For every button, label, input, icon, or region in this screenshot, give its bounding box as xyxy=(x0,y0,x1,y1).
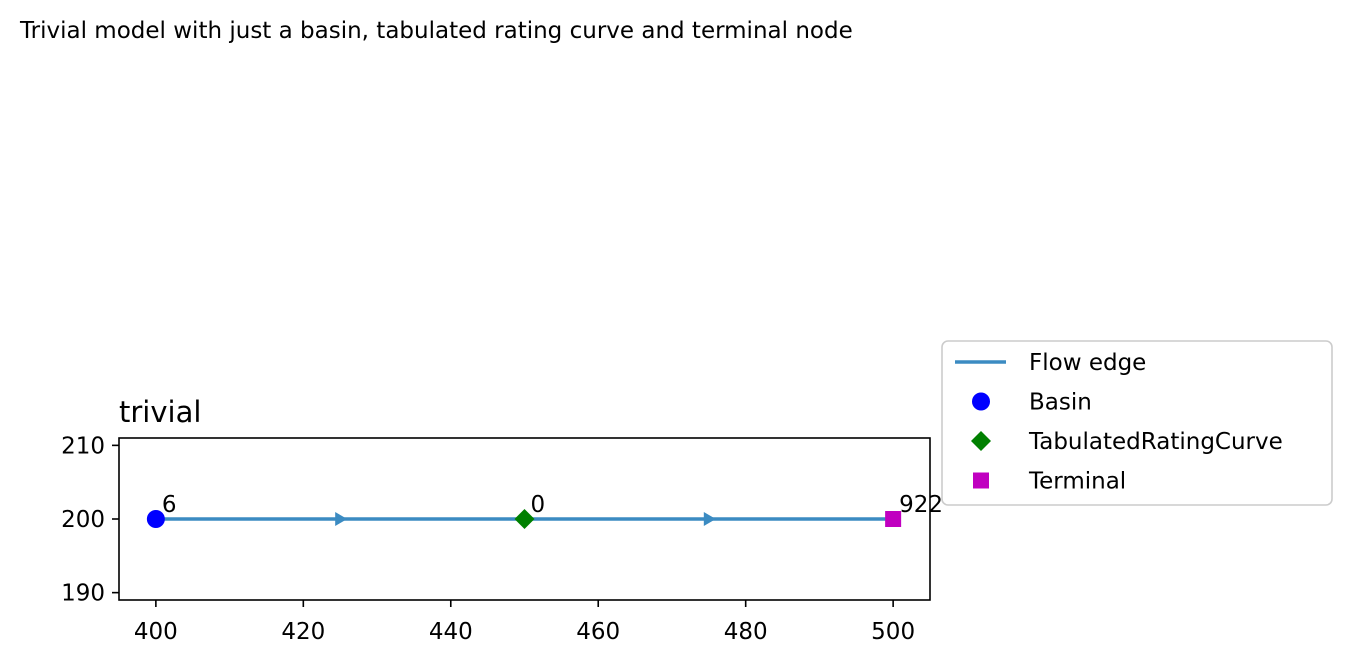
node-id-label: 922 xyxy=(899,492,943,518)
basin-node-marker xyxy=(146,510,165,528)
x-tick-label: 440 xyxy=(429,619,473,645)
legend-flow edge-label: Flow edge xyxy=(1029,350,1146,376)
x-tick-label: 480 xyxy=(724,619,768,645)
y-tick-label: 210 xyxy=(61,433,105,459)
legend-basin-swatch xyxy=(972,392,990,411)
y-tick-label: 200 xyxy=(61,507,105,533)
y-tick-label: 190 xyxy=(61,581,105,607)
plot-area: 6 0 922 400 420 440 460 480 500 190 200 210 xyxy=(61,433,943,645)
x-tick-label: 460 xyxy=(576,619,620,645)
tabulatedratingcurve-node-marker xyxy=(514,509,535,529)
x-tick-label: 400 xyxy=(134,619,178,645)
legend-tabulatedratingcurve-swatch xyxy=(971,431,991,451)
legend-terminal-label: Terminal xyxy=(1028,469,1126,495)
flow-edge-arrow-1 xyxy=(703,512,716,526)
figure-suptitle: Trivial model with just a basin, tabulat… xyxy=(19,18,853,44)
legend: Flow edge Basin TabulatedRatingCurve Termin… xyxy=(941,340,1333,506)
x-tick-label: 420 xyxy=(281,619,325,645)
x-tick-label: 500 xyxy=(871,619,915,645)
legend-terminal-swatch xyxy=(973,472,989,489)
node-id-label: 6 xyxy=(162,492,177,518)
legend-frame xyxy=(941,340,1333,506)
axes-title: trivial xyxy=(119,395,201,429)
terminal-node-marker xyxy=(885,511,902,527)
node-id-label: 0 xyxy=(531,492,546,518)
legend-basin-label: Basin xyxy=(1029,390,1092,416)
legend-tabulatedratingcurve-label: TabulatedRatingCurve xyxy=(1028,429,1283,455)
flow-edge-arrow-0 xyxy=(335,512,348,526)
